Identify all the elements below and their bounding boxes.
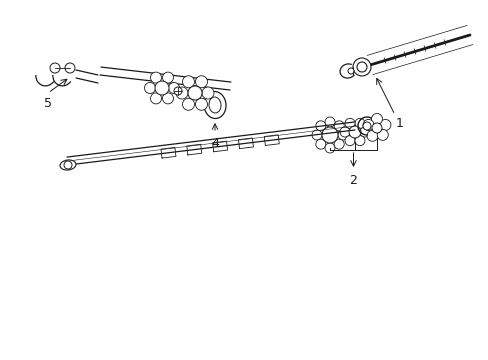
Circle shape — [195, 98, 207, 110]
Circle shape — [354, 118, 364, 128]
Text: 4: 4 — [211, 136, 219, 149]
Circle shape — [333, 121, 344, 131]
Circle shape — [348, 126, 360, 138]
Circle shape — [311, 130, 321, 140]
Circle shape — [162, 93, 173, 104]
Text: 3: 3 — [191, 90, 199, 103]
Circle shape — [50, 63, 60, 73]
Circle shape — [187, 86, 202, 100]
Circle shape — [345, 118, 354, 128]
Circle shape — [362, 120, 373, 130]
Circle shape — [354, 136, 364, 146]
Circle shape — [155, 81, 169, 95]
Circle shape — [325, 143, 334, 153]
Circle shape — [356, 62, 366, 72]
Text: 1: 1 — [395, 117, 403, 130]
Circle shape — [371, 113, 382, 125]
Ellipse shape — [60, 160, 76, 170]
Circle shape — [315, 139, 325, 149]
Circle shape — [359, 127, 369, 137]
Circle shape — [315, 121, 325, 131]
Text: 2: 2 — [349, 174, 357, 186]
Circle shape — [362, 122, 370, 130]
Circle shape — [64, 161, 72, 169]
Circle shape — [379, 120, 390, 130]
Circle shape — [195, 76, 207, 88]
Ellipse shape — [208, 97, 221, 113]
Circle shape — [333, 139, 344, 149]
Circle shape — [377, 129, 387, 140]
Circle shape — [347, 68, 353, 74]
Circle shape — [176, 87, 187, 99]
Circle shape — [150, 93, 161, 104]
Circle shape — [144, 82, 155, 94]
Circle shape — [339, 127, 349, 137]
Circle shape — [65, 63, 75, 73]
Text: 5: 5 — [44, 96, 52, 109]
Circle shape — [162, 72, 173, 83]
Circle shape — [352, 58, 370, 76]
Circle shape — [337, 130, 347, 140]
Circle shape — [325, 117, 334, 127]
Circle shape — [202, 87, 214, 99]
Circle shape — [182, 76, 194, 88]
Circle shape — [182, 98, 194, 110]
Circle shape — [345, 136, 354, 146]
Circle shape — [168, 82, 179, 94]
Ellipse shape — [203, 91, 225, 118]
Circle shape — [174, 87, 182, 95]
Circle shape — [371, 123, 381, 133]
Circle shape — [366, 130, 377, 141]
Circle shape — [150, 72, 161, 83]
Circle shape — [321, 127, 337, 143]
